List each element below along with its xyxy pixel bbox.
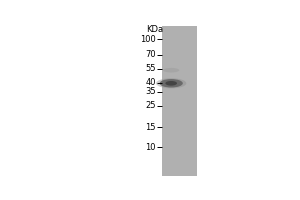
Text: 55: 55 (146, 64, 156, 73)
Text: 15: 15 (146, 123, 156, 132)
Ellipse shape (160, 79, 183, 88)
Text: 40: 40 (146, 78, 156, 87)
Text: 35: 35 (146, 87, 156, 96)
Bar (162, 26, 197, 176)
Text: 10: 10 (146, 143, 156, 152)
Text: 70: 70 (146, 50, 156, 59)
Text: KDa: KDa (146, 25, 164, 34)
Ellipse shape (156, 78, 186, 88)
Text: 25: 25 (146, 101, 156, 110)
Ellipse shape (165, 81, 177, 86)
Text: 100: 100 (140, 35, 156, 44)
Ellipse shape (163, 68, 179, 73)
